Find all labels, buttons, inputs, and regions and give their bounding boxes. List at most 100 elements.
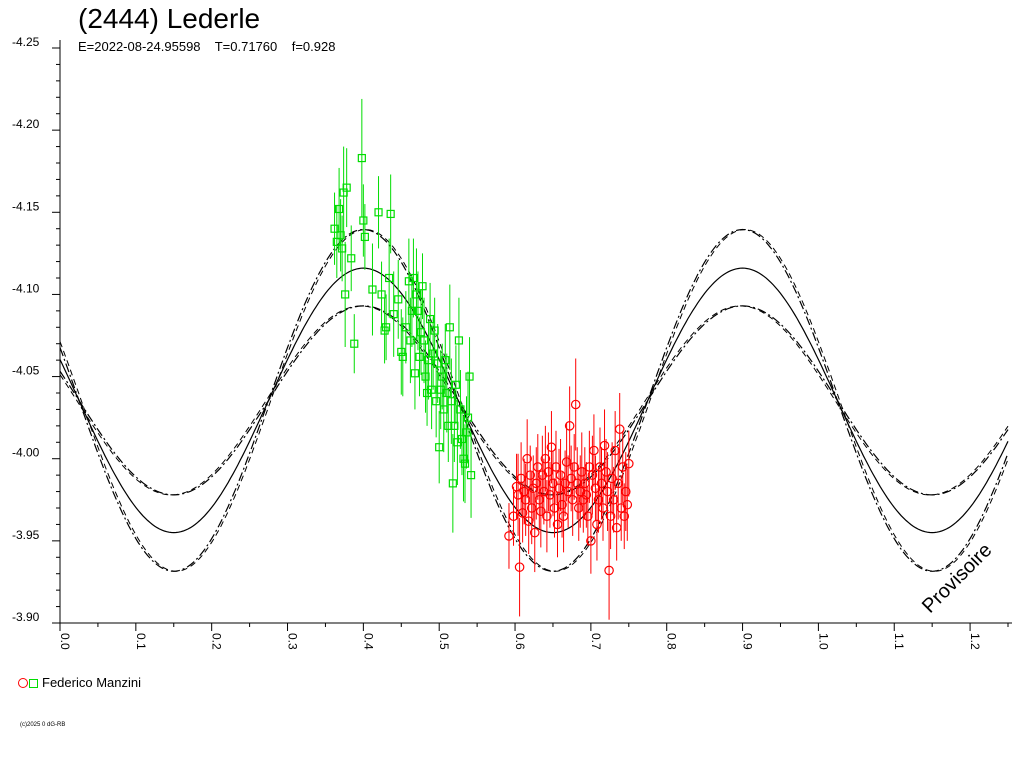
x-tick-label: 0.3 xyxy=(286,633,300,650)
data-point-square xyxy=(448,479,457,488)
data-point-square xyxy=(330,224,339,233)
data-point-circle xyxy=(557,499,567,510)
data-point-circle xyxy=(517,508,528,518)
data-point-circle xyxy=(619,511,630,522)
data-point-square xyxy=(357,153,366,163)
data-point-square xyxy=(463,413,473,422)
data-point-circle xyxy=(566,473,576,484)
data-point-square xyxy=(394,295,403,304)
y-tick-label: -4.25 xyxy=(12,35,40,49)
x-tick-label: 0.6 xyxy=(513,633,527,650)
series-square xyxy=(330,98,476,533)
data-point-square xyxy=(441,356,450,365)
data-point-circle xyxy=(604,565,614,576)
data-point-square xyxy=(377,290,386,299)
x-tick-label: 1.0 xyxy=(816,633,830,650)
data-point-circle xyxy=(564,421,575,431)
y-tick-label: -4.05 xyxy=(12,364,40,378)
data-point-circle xyxy=(587,470,598,480)
copyright-text: (c)2025 0 dG-RB xyxy=(20,722,66,728)
legend-circle-icon xyxy=(18,678,28,688)
data-point-circle xyxy=(605,511,616,522)
x-tick-label: 1.1 xyxy=(892,633,906,650)
data-point-circle xyxy=(522,453,532,464)
data-point-circle xyxy=(525,470,536,480)
data-point-circle xyxy=(583,511,593,522)
data-point-square xyxy=(451,380,460,389)
data-points xyxy=(330,98,634,620)
data-point-square xyxy=(397,347,406,357)
data-point-square xyxy=(418,282,427,291)
data-point-square xyxy=(374,208,383,217)
y-tick-label: -4.15 xyxy=(12,199,40,213)
data-point-square xyxy=(442,388,451,398)
data-point-circle xyxy=(581,490,592,500)
y-tick-label: -4.10 xyxy=(12,281,40,295)
data-point-circle xyxy=(548,478,558,489)
data-point-circle xyxy=(614,424,625,434)
x-tick-label: 0.7 xyxy=(589,633,603,650)
data-point-square xyxy=(350,339,359,348)
data-point-square xyxy=(406,336,415,345)
data-point-circle xyxy=(623,458,634,469)
data-point-square xyxy=(407,306,416,315)
data-point-square xyxy=(382,323,391,332)
x-tick-label: 0.9 xyxy=(741,633,755,650)
data-point-square xyxy=(359,216,368,225)
data-point-circle xyxy=(620,486,631,497)
data-point-square xyxy=(342,183,351,192)
data-point-square xyxy=(462,428,471,437)
y-tick-label: -4.00 xyxy=(12,446,40,460)
data-point-square xyxy=(334,204,344,214)
legend: Federico Manzini xyxy=(18,675,141,691)
x-tick-label: 0.5 xyxy=(437,633,451,650)
data-point-square xyxy=(465,372,474,381)
data-point-circle xyxy=(560,478,570,489)
data-point-square xyxy=(435,443,444,452)
data-point-square xyxy=(401,323,410,332)
data-point-square xyxy=(415,352,424,361)
data-point-circle xyxy=(529,527,540,538)
y-tick-label: -3.90 xyxy=(12,610,40,624)
data-point-square xyxy=(385,273,394,283)
data-point-square xyxy=(466,471,476,480)
x-tick-label: 0.2 xyxy=(210,633,224,650)
y-tick-label: -3.95 xyxy=(12,528,40,542)
data-point-circle xyxy=(601,467,611,477)
x-tick-label: 0.1 xyxy=(134,633,148,650)
chart-title: (2444) Lederle xyxy=(78,3,261,34)
data-point-circle xyxy=(592,519,602,530)
data-point-square xyxy=(419,336,429,345)
provisoire-watermark: Provisoire xyxy=(918,539,996,617)
data-point-circle xyxy=(540,453,551,464)
data-point-square xyxy=(360,232,369,242)
data-point-square xyxy=(429,349,438,358)
data-point-circle xyxy=(586,536,596,546)
data-point-circle xyxy=(570,399,581,410)
data-point-square xyxy=(389,310,398,319)
x-tick-label: 1.2 xyxy=(968,633,982,650)
model-curves xyxy=(59,228,1009,572)
legend-label: Federico Manzini xyxy=(42,675,141,690)
axes: -4.25 -4.20 -4.15 -4.10 -4.05 -4.00 -3.95 -3.90… xyxy=(12,35,1012,650)
model-curve-outer-b xyxy=(59,228,1009,572)
data-point-circle xyxy=(589,445,599,456)
data-point-square xyxy=(432,397,441,406)
data-point-square xyxy=(341,290,350,299)
model-curve-mid xyxy=(59,267,1009,534)
model-curve-inner-b xyxy=(59,305,1009,496)
data-point-square xyxy=(454,336,464,345)
data-point-circle xyxy=(536,506,546,517)
data-point-circle xyxy=(542,511,552,522)
data-point-square xyxy=(456,405,465,414)
data-point-square xyxy=(445,323,454,332)
data-point-square xyxy=(368,285,377,294)
x-tick-label: 0.8 xyxy=(665,633,679,650)
data-point-square xyxy=(410,369,420,378)
data-point-square xyxy=(427,385,436,394)
x-tick-label: 0.0 xyxy=(58,633,72,650)
data-point-circle xyxy=(622,499,633,510)
legend-square-icon xyxy=(29,678,38,688)
model-curve-inner xyxy=(59,305,1009,496)
